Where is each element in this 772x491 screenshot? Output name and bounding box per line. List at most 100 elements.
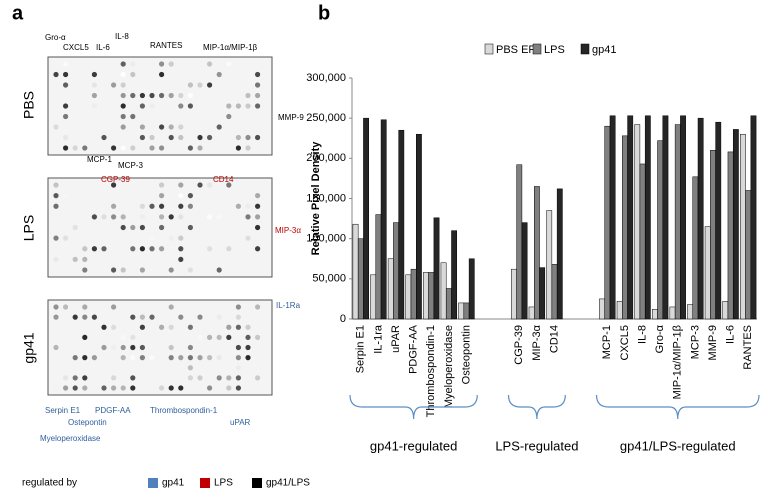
bar: [521, 222, 528, 320]
blot-spot: [255, 214, 261, 220]
bar: [627, 115, 634, 320]
blot-spot: [226, 375, 232, 381]
blot-spot: [120, 267, 126, 273]
blot-spot: [130, 224, 136, 231]
bar: [651, 309, 658, 320]
bar: [440, 262, 447, 320]
blot-spot: [216, 355, 222, 361]
blot-spot: [235, 365, 241, 371]
blot-spot: [63, 235, 69, 241]
bar: [387, 258, 394, 320]
blot-spot: [149, 355, 155, 361]
bar: [468, 258, 475, 320]
blot-spot: [255, 134, 261, 141]
blot-spot: [168, 246, 174, 252]
blot-spot: [120, 82, 126, 88]
blot-spot: [159, 61, 165, 67]
blot-spot: [159, 124, 165, 130]
blot-spot: [245, 145, 251, 151]
blot-spot: [111, 267, 117, 273]
blot-spot: [255, 103, 261, 109]
blot-spot: [187, 344, 193, 351]
blot-spot: [245, 355, 251, 361]
blot-spot: [197, 375, 203, 381]
blot-spot: [197, 145, 203, 151]
bar: [363, 117, 369, 320]
annotations: Gro-α CXCL5 IL-8 IL-6 RANTES MIP-1α/MIP-…: [40, 32, 304, 443]
blot-spot: [255, 304, 261, 310]
blot-spot: [159, 214, 165, 220]
annotation: PDGF-AA: [95, 406, 131, 415]
y-tick-label: 250,000: [306, 112, 346, 124]
legend-label: LPS: [214, 478, 233, 489]
bar: [732, 129, 739, 320]
blot-spot: [91, 246, 97, 252]
blot-spot: [53, 193, 59, 199]
blot-spot: [130, 145, 136, 151]
blot-spot: [82, 355, 88, 361]
bar: [750, 115, 757, 320]
bar: [370, 274, 377, 320]
blot-spot: [91, 355, 97, 361]
blot-spot: [149, 246, 155, 252]
x-tick-label: MCP-3: [689, 325, 701, 359]
bar: [674, 124, 681, 320]
blot-spot: [120, 344, 126, 351]
blot-spot: [207, 355, 213, 361]
blot-spot: [149, 203, 155, 209]
blot-spot: [130, 246, 136, 252]
blot-spot: [235, 355, 241, 361]
group-brace: [595, 394, 760, 420]
blot-spot: [120, 214, 126, 220]
blot-spot: [255, 203, 261, 209]
blot-spot: [120, 124, 126, 130]
bar: [423, 272, 429, 320]
legend-title: regulated by: [22, 478, 77, 489]
blot-spot: [168, 324, 174, 330]
annotation: MCP-1: [87, 155, 112, 164]
annotation: IL-8: [115, 32, 129, 41]
blot-spot: [197, 82, 203, 88]
bar: [511, 268, 517, 320]
blot-spot: [178, 235, 184, 241]
blot-spot: [255, 246, 261, 252]
blot-spot: [120, 61, 126, 67]
blot-spot: [63, 103, 69, 109]
blot-spot: [168, 134, 174, 141]
blot-spot: [178, 193, 184, 199]
blot-spot: [255, 224, 261, 231]
blot-spot: [197, 134, 203, 141]
blot-spot: [245, 203, 251, 209]
bar: [458, 302, 465, 320]
legend-swatch: [484, 43, 494, 55]
blot-spot: [207, 82, 213, 88]
blot-spot: [82, 334, 88, 340]
bar: [380, 119, 387, 320]
bar: [604, 125, 611, 320]
blot-spot: [207, 182, 213, 188]
x-tick-label: RANTES: [742, 325, 754, 370]
x-tick-label: IL-6: [724, 325, 736, 344]
blot-spot: [168, 385, 174, 391]
bar: [687, 304, 693, 320]
blot-spot: [216, 334, 222, 340]
bar: [352, 223, 359, 320]
blot-spot: [178, 385, 184, 391]
group-brace: [507, 394, 566, 420]
blot-spot: [53, 182, 59, 188]
y-tick-label: 150,000: [306, 192, 346, 204]
blot-spot: [72, 385, 78, 391]
blot-spot: [91, 214, 97, 220]
x-tick-label: CD14: [548, 325, 560, 353]
annotation: Thrombospondin-1: [150, 406, 218, 415]
blot-spot: [101, 385, 107, 391]
blot-spot: [207, 214, 213, 220]
bar: [657, 140, 664, 320]
blot-spot: [63, 61, 69, 67]
blot-spot: [149, 134, 155, 141]
annotation: RANTES: [150, 41, 182, 50]
y-tick-label: 0: [340, 313, 346, 325]
blot-spot: [101, 134, 107, 141]
blot-spot: [139, 103, 145, 109]
